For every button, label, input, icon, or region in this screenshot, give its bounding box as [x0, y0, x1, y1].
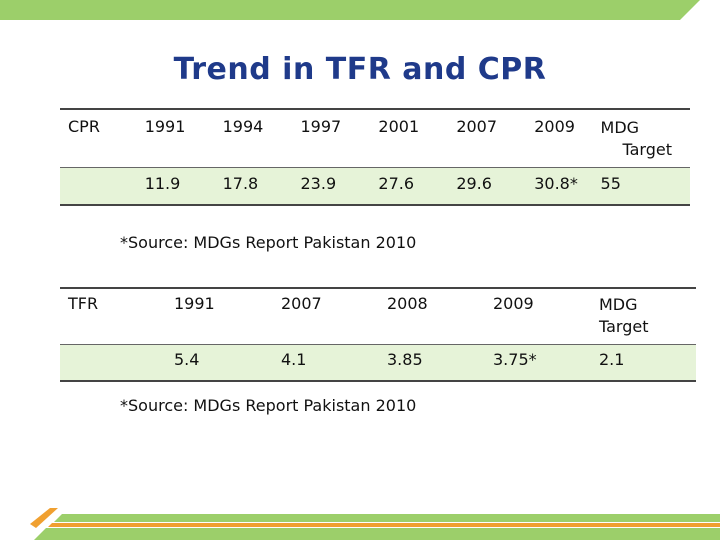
- cpr-header-row: CPR 1991 1994 1997 2001 2007 2009 MDG Ta…: [60, 109, 690, 168]
- cpr-value-1994: 17.8: [222, 167, 301, 205]
- tfr-mdg-label: MDG: [599, 295, 638, 314]
- cpr-source-note: *Source: MDGs Report Pakistan 2010: [120, 233, 417, 252]
- tfr-source-note: *Source: MDGs Report Pakistan 2010: [120, 396, 417, 415]
- tfr-year-2008: 2008: [387, 288, 493, 345]
- tfr-header-row: TFR 1991 2007 2008 2009 MDG Target: [60, 288, 696, 345]
- tfr-table: TFR 1991 2007 2008 2009 MDG Target 5.4 4…: [60, 287, 696, 382]
- cpr-value-1991: 11.9: [144, 167, 223, 205]
- cpr-year-1991: 1991: [144, 109, 223, 168]
- cpr-year-2007: 2007: [456, 109, 535, 168]
- cpr-value-2007: 29.6: [456, 167, 535, 205]
- tfr-year-1991: 1991: [174, 288, 281, 345]
- bottom-decorative-band: [0, 500, 720, 540]
- tfr-value-mdg-target: 2.1: [599, 344, 696, 381]
- cpr-year-2009: 2009: [534, 109, 601, 168]
- tfr-year-2009: 2009: [493, 288, 599, 345]
- cpr-value-mdg-target: 55: [600, 167, 690, 205]
- cpr-value-2001: 27.6: [378, 167, 457, 205]
- tfr-label: TFR: [60, 288, 174, 345]
- tfr-mdg-target-header: MDG Target: [599, 288, 696, 345]
- tfr-year-2007: 2007: [281, 288, 387, 345]
- tfr-value-2007: 4.1: [281, 344, 387, 381]
- cpr-table: CPR 1991 1994 1997 2001 2007 2009 MDG Ta…: [60, 108, 690, 206]
- cpr-value-1997: 23.9: [300, 167, 379, 205]
- cpr-value-2009: 30.8*: [534, 167, 601, 205]
- cpr-empty-cell: [60, 167, 145, 205]
- cpr-year-2001: 2001: [378, 109, 457, 168]
- tfr-value-1991: 5.4: [174, 344, 281, 381]
- cpr-year-1997: 1997: [300, 109, 379, 168]
- cpr-label: CPR: [60, 109, 145, 168]
- tfr-value-2008: 3.85: [387, 344, 493, 381]
- tfr-value-2009: 3.75*: [493, 344, 599, 381]
- tfr-values-row: 5.4 4.1 3.85 3.75* 2.1: [60, 344, 696, 381]
- page-title: Trend in TFR and CPR: [173, 52, 547, 87]
- cpr-mdg-target-header: MDG Target: [600, 109, 690, 168]
- cpr-target-label: Target: [622, 140, 673, 159]
- tfr-target-label: Target: [599, 317, 649, 336]
- cpr-values-row: 11.9 17.8 23.9 27.6 29.6 30.8* 55: [60, 167, 690, 205]
- top-decorative-band: [0, 0, 720, 20]
- tfr-empty-cell: [60, 344, 174, 381]
- cpr-year-1994: 1994: [222, 109, 301, 168]
- cpr-mdg-label: MDG: [600, 118, 640, 137]
